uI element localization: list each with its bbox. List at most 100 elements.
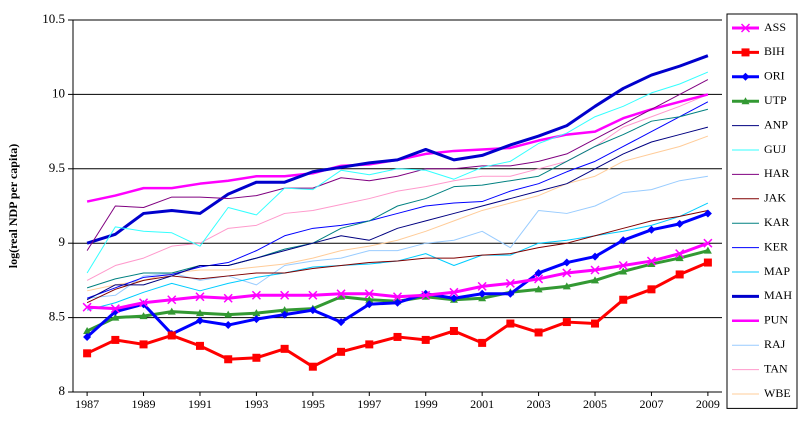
x-tick-label: 1997	[357, 397, 381, 411]
x-tick-label: 2001	[470, 397, 494, 411]
data-point	[619, 236, 628, 245]
data-point	[534, 285, 543, 293]
data-point	[703, 258, 712, 267]
series-line	[86, 202, 709, 311]
series-line	[86, 54, 709, 245]
series-line	[86, 93, 709, 281]
data-point	[703, 209, 712, 218]
series-line	[86, 71, 709, 274]
data-point	[506, 289, 515, 298]
legend-label: GUJ	[764, 142, 786, 156]
data-point	[506, 319, 515, 328]
legend-label: TAN	[764, 361, 788, 375]
data-point	[591, 319, 600, 328]
data-point	[534, 328, 543, 337]
series-line	[86, 249, 709, 333]
series-line	[86, 101, 709, 299]
x-tick-label: 2003	[527, 397, 551, 411]
data-point	[224, 321, 233, 330]
data-point	[280, 344, 289, 353]
data-point	[337, 347, 346, 356]
data-point	[590, 265, 600, 275]
data-point	[591, 252, 600, 261]
legend-label: BIH	[764, 44, 785, 58]
data-point	[308, 306, 317, 315]
x-tick-label: 1989	[132, 397, 156, 411]
data-point	[224, 355, 233, 364]
data-point	[83, 332, 92, 341]
y-tick-label: 8	[59, 383, 66, 398]
x-tick-label: 1999	[414, 397, 438, 411]
series-line	[87, 135, 709, 292]
data-point	[337, 292, 346, 300]
data-point	[393, 332, 402, 341]
data-point	[703, 238, 713, 248]
legend-label: MAP	[764, 264, 790, 278]
data-point	[675, 219, 684, 228]
y-tick-label: 10.5	[42, 11, 65, 26]
data-point	[675, 249, 685, 259]
data-point	[111, 335, 120, 344]
data-point	[195, 341, 204, 350]
series-line	[86, 126, 709, 301]
data-point	[280, 290, 290, 300]
data-point	[252, 315, 261, 324]
legend-label: JAK	[764, 191, 786, 205]
data-point	[82, 302, 92, 312]
data-point	[562, 268, 572, 278]
data-point	[365, 295, 374, 303]
y-axis-label: log(real NDP per capita)	[6, 144, 20, 269]
x-tick-label: 2005	[583, 397, 607, 411]
data-point	[421, 290, 431, 300]
data-point	[449, 294, 458, 303]
legend-label: ANP	[764, 117, 788, 131]
data-point	[562, 282, 571, 290]
data-point	[251, 290, 261, 300]
legend-label: RAJ	[764, 337, 786, 351]
data-point	[619, 267, 628, 275]
data-point	[195, 309, 204, 317]
data-point	[195, 316, 204, 325]
data-point	[139, 340, 148, 349]
x-tick-label: 1995	[301, 397, 325, 411]
data-point	[647, 225, 656, 234]
data-point	[280, 306, 289, 314]
data-point	[675, 270, 684, 279]
y-tick-label: 9	[59, 234, 66, 249]
data-point	[308, 290, 318, 300]
x-tick-label: 1987	[75, 397, 99, 411]
data-point	[280, 310, 289, 319]
legend-marker	[740, 23, 751, 33]
data-point	[252, 353, 261, 362]
data-point	[703, 246, 712, 254]
data-point	[111, 313, 120, 321]
data-point	[83, 349, 92, 358]
series-line	[86, 261, 709, 369]
x-tick-label: 1991	[188, 397, 212, 411]
data-point	[308, 362, 317, 371]
data-point	[110, 304, 120, 314]
data-point	[252, 309, 261, 317]
data-point	[505, 278, 515, 288]
data-point	[647, 285, 656, 294]
legend-box	[726, 13, 798, 409]
x-tick-label: 2007	[639, 397, 663, 411]
data-point	[478, 289, 487, 298]
data-point	[562, 258, 571, 267]
data-point	[534, 268, 543, 277]
legend-label: KAR	[764, 215, 789, 229]
legend-marker	[741, 97, 750, 105]
data-point	[647, 260, 656, 268]
data-point	[365, 300, 374, 309]
data-point	[83, 326, 92, 334]
data-point	[392, 292, 403, 302]
series-line	[86, 79, 709, 251]
data-point	[224, 310, 233, 318]
series-line	[86, 209, 708, 304]
data-point	[336, 289, 346, 299]
legend-label: MAH	[764, 288, 792, 302]
data-point	[646, 256, 656, 266]
legend-label: PUN	[764, 313, 788, 327]
data-point	[195, 292, 205, 302]
